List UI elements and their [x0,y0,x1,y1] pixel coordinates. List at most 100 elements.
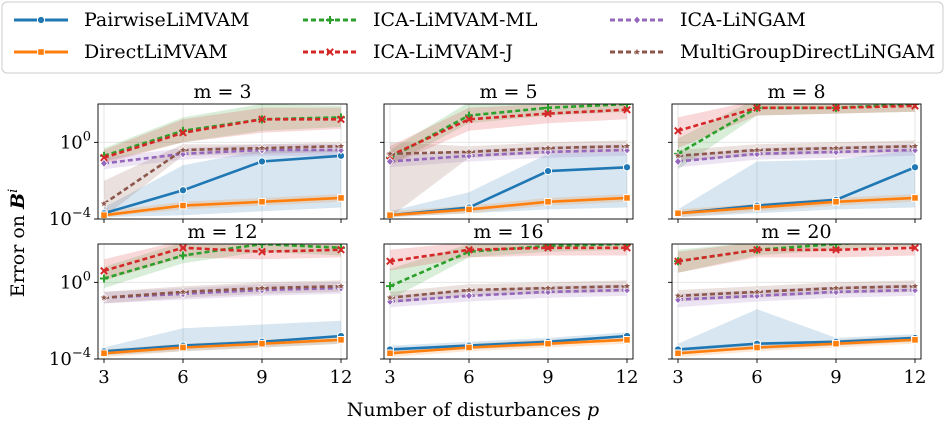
point-ica-lingam [99,158,109,169]
panel-m-5: m = 5 [380,81,634,223]
point-directlimvam [179,343,187,352]
x-tick-label: 6 [177,367,188,388]
point-ica-lingam [673,156,683,167]
point-directlimvam [179,201,187,210]
point-directlimvam [832,197,840,206]
line-pairwiselimvam [677,336,916,351]
point-ica-limvam-j [179,128,187,137]
point-multigroupdirectlingam [99,292,109,302]
plot-area [99,244,346,358]
point-multigroupdirectlingam [178,286,188,296]
legend-marker-x [326,48,334,56]
point-multigroupdirectlingam [178,144,188,155]
band-ica-lingam [390,144,627,168]
legend-item-pairwiselimvam: PairwiseLiMVAM [14,9,250,31]
point-multigroupdirectlingam [910,281,920,291]
panel-frame [97,103,348,220]
line-ica-limvam-j [677,104,916,133]
y-tick-label: 100 [60,269,91,293]
point-ica-limvam-j [179,244,187,252]
point-multigroupdirectlingam [831,143,841,153]
point-ica-limvam-ml [100,274,108,283]
point-directlimvam [386,349,394,358]
point-ica-limvam-j [753,104,761,112]
y-tick-label: 10−4 [49,206,91,230]
band-multigroupdirectlingam [104,142,341,218]
point-ica-limvam-j [258,247,266,256]
point-directlimvam [258,339,266,348]
x-axis-label-var: p [587,399,599,421]
point-directlimvam [674,349,682,358]
x-tick-label: 3 [98,367,109,388]
plot-area [673,104,920,218]
band-ica-limvam-j [390,104,627,166]
panel-title: m = 16 [473,221,543,243]
point-pairwiselimvam [257,157,267,166]
legend-marker-square [37,48,45,56]
point-ica-limvam-j [674,126,682,135]
plot-area [673,244,920,358]
panel-title: m = 20 [761,221,831,243]
panel-title: m = 3 [193,81,251,103]
point-multigroupdirectlingam [622,141,632,151]
point-directlimvam [753,343,761,352]
band-multigroupdirectlingam [104,280,341,304]
point-ica-limvam-j [465,115,473,124]
x-axis-label-text: Number of disturbances [347,399,587,421]
point-multigroupdirectlingam [464,146,474,156]
legend-item-ica-lingam: ICA-LiNGAM [610,9,806,31]
y-tick-power: −4 [72,206,91,221]
point-directlimvam [337,194,345,202]
legend-label: ICA-LiMVAM-ML [373,9,538,31]
line-ica-limvam-j [389,108,628,157]
point-ica-limvam-j [623,105,631,114]
x-tick-label: 12 [330,367,353,388]
band-ica-limvam-ml [678,244,915,273]
band-ica-lingam [390,284,627,308]
point-ica-lingam [385,156,395,167]
line-pairwiselimvam [389,334,628,351]
point-ica-limvam-j [911,244,919,252]
plot-area [99,104,346,219]
y-tick-power: −4 [72,346,91,361]
line-ica-limvam-ml [389,244,628,288]
band-ica-limvam-j [104,107,341,164]
band-ica-lingam [678,144,915,168]
legend-item-directlimvam: DirectLiMVAM [14,41,228,63]
panel-frame [671,103,922,220]
point-ica-limvam-j [544,109,552,118]
legend-label: MultiGroupDirectLiNGAM [680,41,935,63]
point-directlimvam [100,211,108,219]
legend: PairwiseLiMVAM DirectLiMVAM ICA-LiMVAM-ML I… [1,1,944,74]
point-ica-limvam-j [465,245,473,254]
panel-m-8: m = 8 [668,81,922,223]
y-axis-label-symbol: B [7,193,29,210]
point-ica-limvam-j [258,115,266,124]
y-tick-power: 0 [83,269,91,284]
band-ica-limvam-ml [390,244,627,300]
point-ica-limvam-ml [544,104,552,112]
legend-label: DirectLiMVAM [84,41,228,63]
x-tick-label: 12 [904,367,927,388]
point-directlimvam [544,339,552,348]
point-pairwiselimvam [178,186,188,195]
point-multigroupdirectlingam [257,143,267,153]
point-ica-limvam-j [832,104,840,112]
point-ica-limvam-j [911,104,919,110]
x-tick-label: 9 [256,367,267,388]
point-multigroupdirectlingam [910,141,920,151]
point-directlimvam [337,336,345,344]
band-ica-limvam-j [678,244,915,273]
point-multigroupdirectlingam [543,283,553,293]
point-ica-limvam-ml [179,251,187,260]
point-directlimvam [911,336,919,344]
point-directlimvam [100,349,108,358]
point-directlimvam [258,197,266,206]
legend-marker-diamond [632,15,642,25]
band-ica-lingam [678,284,915,308]
point-multigroupdirectlingam [752,144,762,155]
point-multigroupdirectlingam [336,281,346,291]
legend-label: ICA-LiMVAM-J [373,41,513,63]
point-multigroupdirectlingam [622,281,632,291]
